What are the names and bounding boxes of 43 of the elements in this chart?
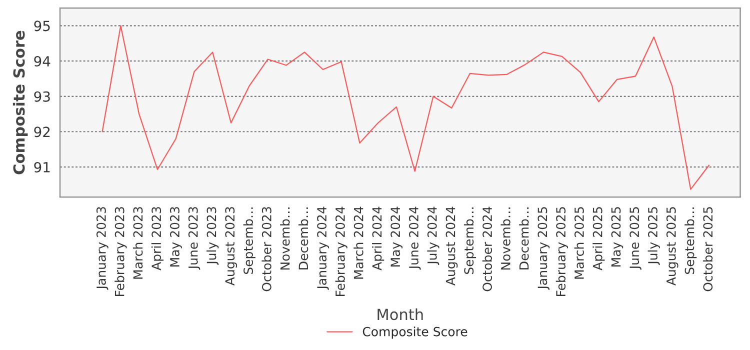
y-tick-label: 91 — [34, 162, 50, 172]
x-tick-label: October 2025 — [702, 207, 713, 292]
x-tick-label: May 2023 — [170, 207, 182, 266]
x-tick-label: January 2025 — [538, 207, 550, 290]
y-tick-label: 94 — [34, 56, 50, 67]
y-axis-title: Composite Score — [12, 30, 28, 174]
x-tick-label: August 2024 — [446, 206, 458, 286]
y-tick-label: 95 — [34, 20, 50, 32]
x-tick-label: February 2023 — [114, 207, 127, 296]
x-tick-label: August 2023 — [225, 207, 238, 286]
x-tick-label: Septemb… — [243, 208, 256, 274]
x-axis-title: Month — [378, 308, 423, 320]
x-tick-label: April 2023 — [151, 207, 164, 270]
x-tick-label: June 2025 — [630, 207, 642, 270]
x-tick-label: July 2023 — [206, 207, 219, 265]
x-tick-label: July 2024 — [427, 206, 440, 265]
x-tick-label: April 2024 — [372, 206, 384, 270]
x-tick-label: February 2025 — [556, 207, 568, 296]
x-tick-label: April 2025 — [592, 207, 605, 270]
x-tick-label: March 2023 — [133, 207, 143, 279]
x-tick-label: March 2025 — [574, 207, 584, 279]
x-tick-label: January 2023 — [96, 207, 108, 290]
x-tick-label: Septemb… — [464, 208, 476, 274]
line-series — [102, 25, 710, 190]
x-tick-label: Decemb… — [298, 208, 308, 270]
x-tick-label: October 2024 — [482, 206, 492, 292]
x-tick-label: October 2023 — [262, 207, 272, 292]
x-tick-label: February 2024 — [335, 206, 348, 296]
x-tick-label: August 2025 — [666, 207, 678, 286]
x-tick-label: March 2024 — [354, 206, 364, 279]
y-tick-label: 92 — [34, 126, 50, 138]
x-tick-label: May 2024 — [390, 206, 402, 266]
x-tick-label: June 2024 — [409, 206, 421, 270]
x-tick-label: Novemb… — [280, 208, 290, 270]
x-tick-label: July 2025 — [648, 207, 660, 265]
x-tick-label: Septemb… — [684, 208, 697, 274]
x-tick-label: May 2025 — [611, 207, 624, 266]
legend-label: Composite Score — [362, 326, 468, 339]
x-tick-label: June 2023 — [188, 207, 200, 270]
x-tick-label: January 2024 — [317, 206, 329, 290]
x-tick-label: Novemb… — [500, 208, 510, 270]
y-tick-label: 93 — [34, 91, 50, 102]
x-tick-label: Decemb… — [519, 208, 529, 270]
